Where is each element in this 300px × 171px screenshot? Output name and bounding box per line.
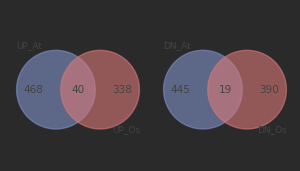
Circle shape (208, 50, 286, 129)
Text: UP_At: UP_At (16, 41, 42, 50)
Text: 19: 19 (218, 85, 232, 95)
Circle shape (61, 50, 140, 129)
Text: DN_Os: DN_Os (257, 125, 287, 134)
Text: 445: 445 (171, 85, 191, 95)
Text: DN_At: DN_At (163, 41, 191, 50)
Text: 40: 40 (71, 85, 85, 95)
Text: 390: 390 (259, 85, 279, 95)
Text: UP_Os: UP_Os (112, 125, 140, 134)
Text: 338: 338 (112, 85, 132, 95)
Circle shape (16, 50, 95, 129)
Text: 468: 468 (24, 85, 44, 95)
Circle shape (164, 50, 242, 129)
